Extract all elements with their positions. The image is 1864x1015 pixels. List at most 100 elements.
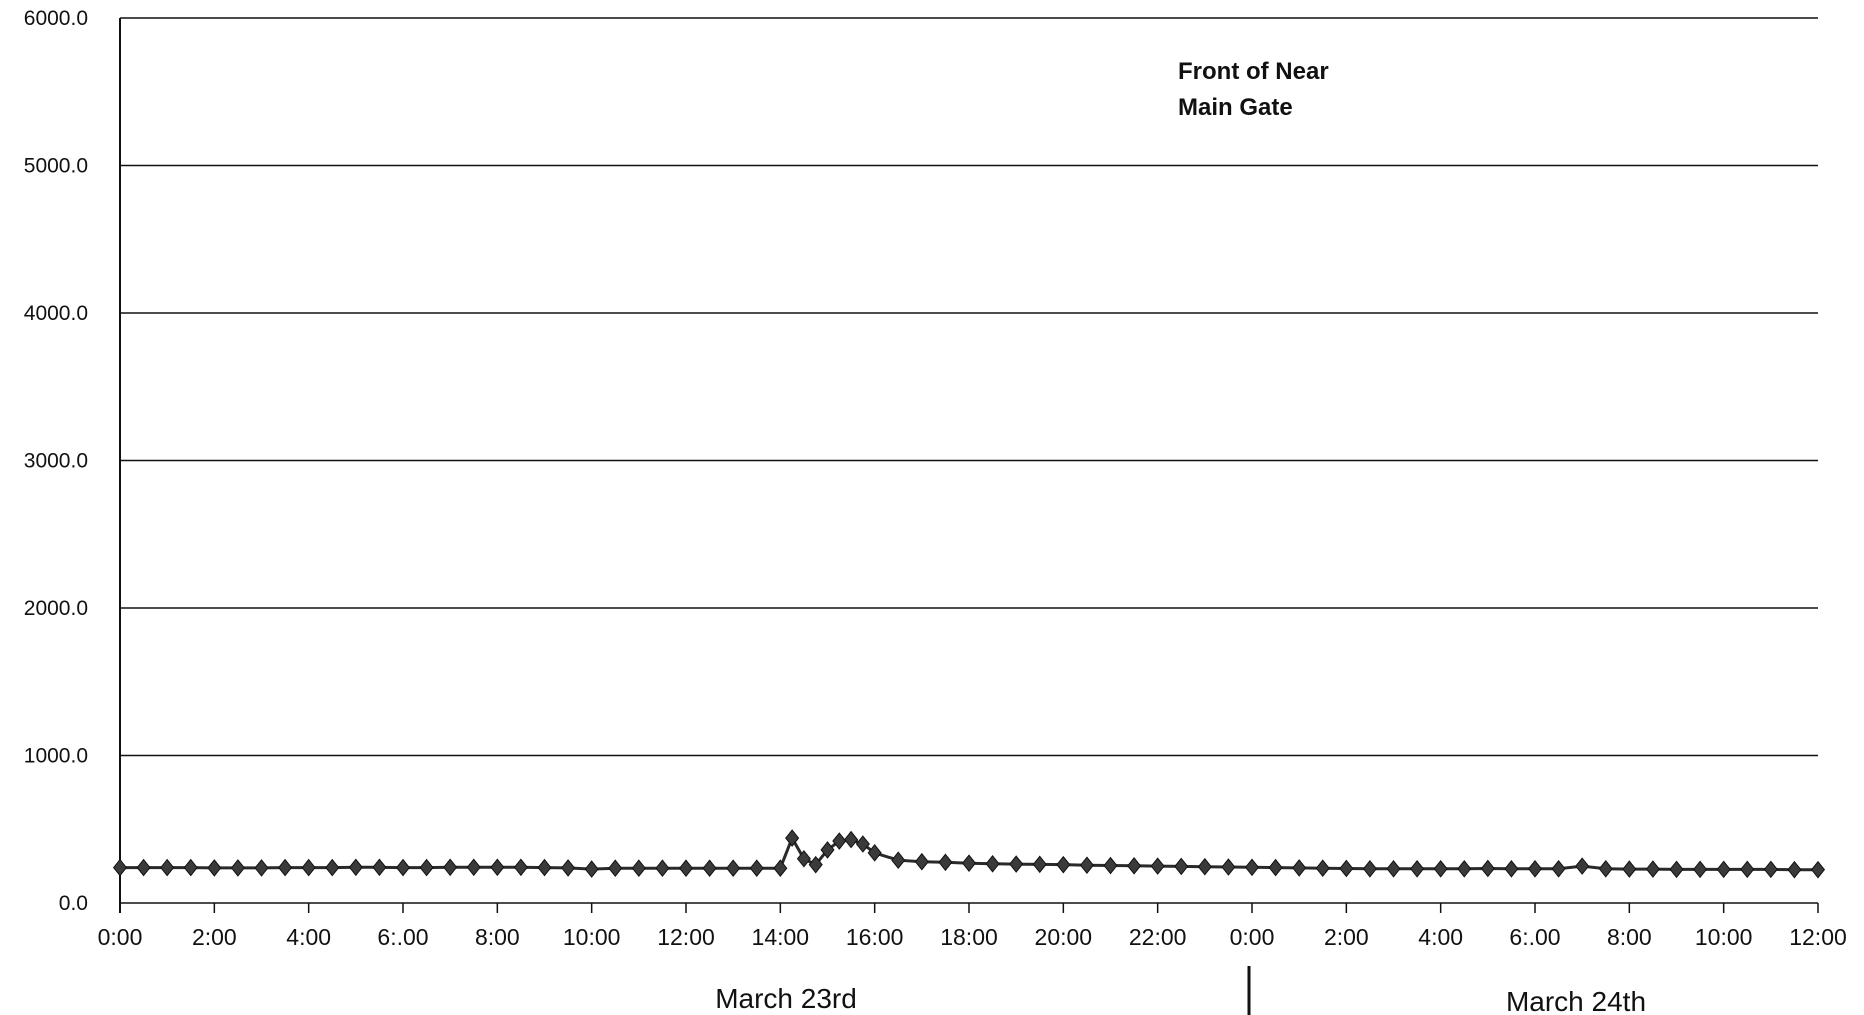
data-point-marker (1362, 859, 1377, 878)
data-point-marker (1480, 859, 1495, 878)
x-tick-label: 4:00 (286, 924, 331, 950)
y-axis: 6000.0 5000.0 4000.0 3000.0 2000.0 1000.0 0.0 (24, 7, 121, 915)
data-point-marker (726, 859, 741, 877)
data-point-marker (160, 858, 175, 877)
data-point-marker (207, 859, 222, 877)
data-point-marker (278, 858, 293, 877)
x-tick-label: 12:00 (1789, 924, 1847, 950)
x-tick-label: 16:00 (846, 924, 904, 950)
data-point-marker (608, 859, 623, 877)
annotation-line-1: Front of Near (1178, 58, 1329, 85)
data-point-marker (1221, 858, 1236, 876)
y-tick-label: 4000.0 (24, 302, 88, 325)
data-point-marker (1410, 859, 1425, 878)
x-tick-label: 6:.00 (1509, 924, 1560, 950)
data-point-marker (1056, 855, 1071, 874)
data-point-marker (1645, 860, 1660, 878)
data-point-marker (301, 858, 316, 877)
data-point-marker (1386, 859, 1401, 878)
data-point-marker (891, 851, 906, 870)
data-point-marker (785, 829, 800, 847)
data-point-marker (1504, 859, 1519, 878)
data-point-marker (1810, 860, 1826, 879)
y-tick-label: 5000.0 (24, 155, 88, 178)
grid-lines (120, 17, 1818, 904)
data-point-marker (796, 849, 811, 868)
x-tick-label: 10:00 (1695, 924, 1753, 950)
data-point-marker (1292, 859, 1307, 877)
data-point-marker (561, 859, 576, 877)
data-point-marker (395, 858, 411, 877)
data-point-marker (1339, 859, 1354, 878)
x-tick-label: 14:00 (752, 924, 810, 950)
data-point-marker (1622, 860, 1637, 878)
x-tick-label: 4:00 (1418, 924, 1463, 950)
data-point-marker (372, 858, 387, 877)
data-point-marker (1103, 856, 1118, 875)
x-tick-label: 10:00 (563, 924, 621, 950)
data-point-marker (136, 858, 151, 877)
data-point-marker (1598, 859, 1613, 878)
data-point-marker (1197, 857, 1212, 876)
data-point-marker (678, 859, 694, 877)
data-point-marker (1268, 858, 1283, 877)
data-point-marker (1575, 857, 1590, 875)
day-labels: March 23rd March 24th (715, 966, 1646, 1015)
x-axis: 0:00 2:00 4:00 6:.00 8:00 10:00 12:00 14:00 16:0… (98, 903, 1847, 950)
data-point-marker (855, 835, 870, 853)
data-point-marker (348, 858, 363, 877)
data-point-marker (1740, 860, 1755, 879)
data-point-marker (961, 854, 977, 872)
data-point-marker (254, 859, 269, 877)
data-point-marker (1079, 856, 1094, 875)
data-point-marker (1527, 859, 1543, 878)
y-tick-label: 0.0 (59, 892, 88, 915)
chart-annotation: Front of Near Main Gate (1178, 58, 1329, 121)
data-point-marker (325, 858, 340, 877)
data-point-marker (914, 852, 929, 871)
data-point-marker (1551, 859, 1566, 878)
x-tick-label: 20:00 (1035, 924, 1093, 950)
data-point-marker (1315, 859, 1330, 877)
data-point-marker (631, 859, 646, 877)
data-point-marker (773, 859, 788, 877)
x-tick-label: 0:00 (98, 924, 143, 950)
data-point-marker (1457, 859, 1472, 878)
data-point-marker (1174, 857, 1189, 876)
x-tick-label: 2:00 (1324, 924, 1369, 950)
data-point-marker (513, 858, 528, 877)
data-point-marker (419, 858, 434, 877)
x-tick-label: 6:.00 (377, 924, 428, 950)
data-point-marker (1433, 859, 1448, 878)
data-point-marker (466, 858, 481, 877)
day-label-march-23: March 23rd (715, 983, 857, 1014)
annotation-line-2: Main Gate (1178, 94, 1293, 121)
data-point-marker (1716, 860, 1731, 879)
data-point-marker (1009, 855, 1024, 873)
x-tick-label: 18:00 (940, 924, 998, 950)
data-point-marker (112, 858, 128, 877)
x-tick-label: 8:00 (475, 924, 520, 950)
x-tick-label: 0:00 (1230, 924, 1275, 950)
data-point-marker (1032, 855, 1047, 874)
data-point-marker (702, 859, 717, 877)
x-tick-label: 8:00 (1607, 924, 1652, 950)
y-tick-label: 2000.0 (24, 597, 88, 620)
data-point-marker (1150, 857, 1165, 875)
data-point-marker (230, 859, 245, 877)
x-tick-label: 22:00 (1129, 924, 1187, 950)
data-point-marker (844, 830, 859, 849)
data-point-marker (832, 832, 847, 850)
x-tick-label: 2:00 (192, 924, 237, 950)
data-point-marker (1787, 860, 1802, 879)
data-point-marker (1693, 860, 1708, 879)
data-point-marker (985, 854, 1000, 873)
data-point-marker (183, 858, 198, 877)
data-point-marker (808, 855, 823, 874)
data-point-marker (537, 858, 552, 877)
data-point-marker (1127, 857, 1142, 875)
x-tick-label: 12:00 (657, 924, 715, 950)
data-series (112, 829, 1826, 879)
data-point-marker (584, 860, 599, 878)
